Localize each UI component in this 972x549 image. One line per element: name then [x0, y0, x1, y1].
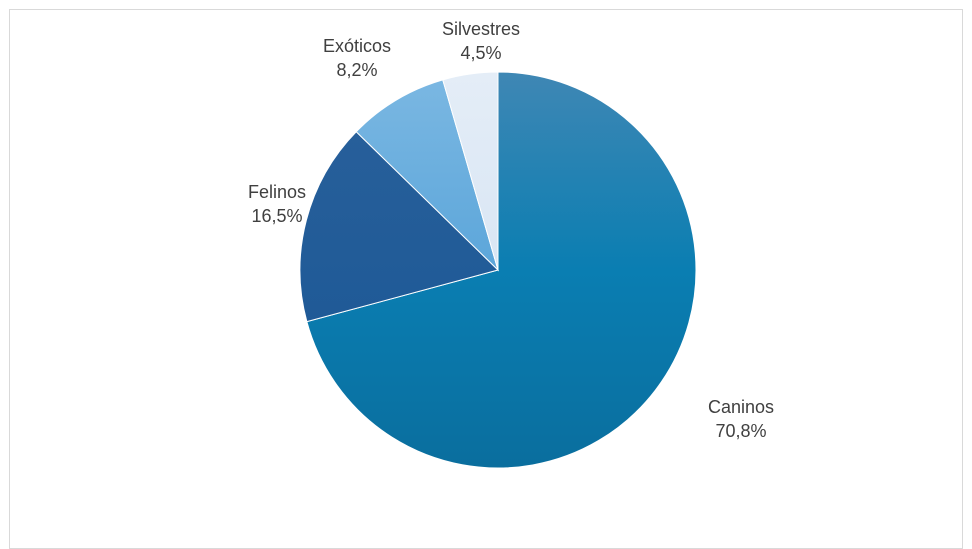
pie-chart: [299, 71, 697, 469]
slice-category-name: Caninos: [708, 397, 775, 417]
slice-label-exoticos: Exóticos 8,2%: [323, 34, 391, 82]
slice-category-name: Exóticos: [323, 36, 392, 56]
slice-label-silvestres: Silvestres 4,5%: [442, 17, 520, 65]
slice-percentage: 16,5%: [251, 206, 303, 226]
slice-percentage: 70,8%: [715, 421, 767, 441]
slice-label-caninos: Caninos 70,8%: [708, 395, 774, 443]
pie-slice-caninos: [306, 71, 697, 469]
slice-percentage: 8,2%: [336, 60, 378, 80]
pie-slice-silvestres: [442, 71, 499, 271]
slice-label-felinos: Felinos 16,5%: [248, 180, 306, 228]
slice-category-name: Silvestres: [442, 19, 521, 39]
pie-slice-felinos: [299, 131, 499, 323]
slice-percentage: 4,5%: [460, 43, 502, 63]
pie-slice-exoticos: [355, 79, 500, 272]
slice-category-name: Felinos: [248, 182, 307, 202]
